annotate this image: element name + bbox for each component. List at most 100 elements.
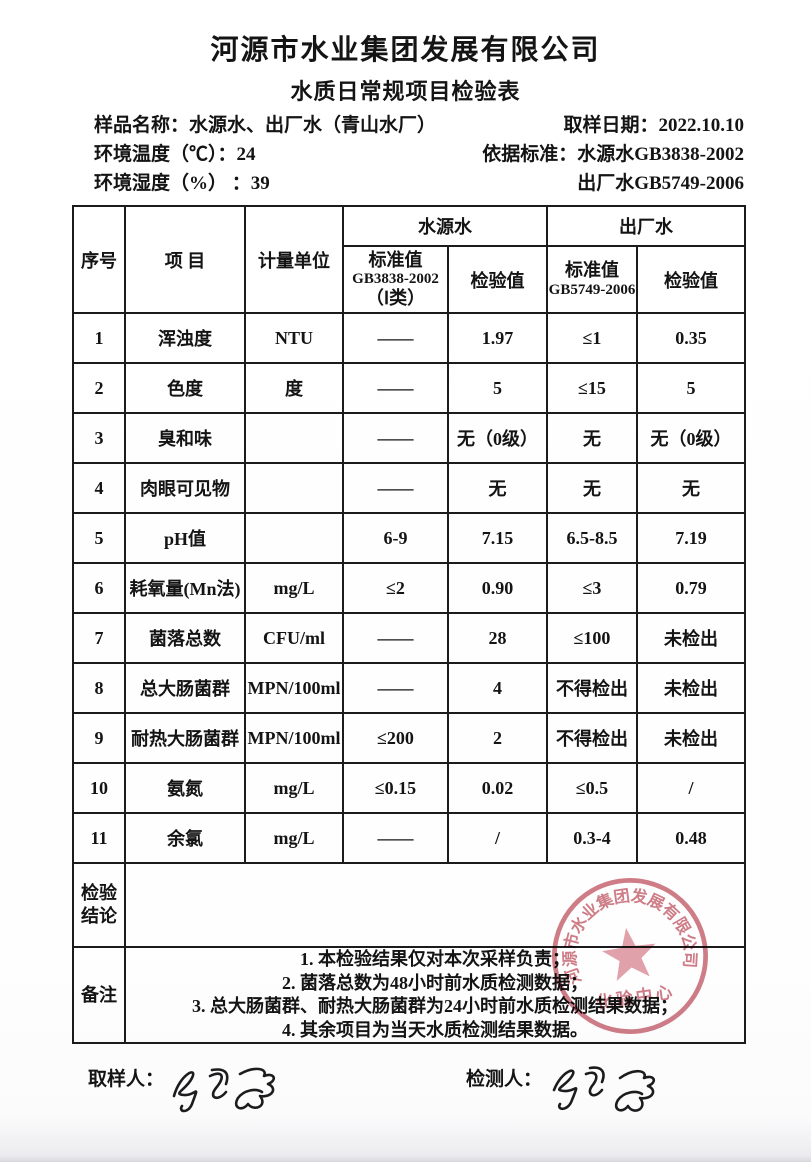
cell-src_std: —— bbox=[342, 462, 449, 515]
cell-src_val: 7.15 bbox=[447, 512, 548, 565]
table-row: 7 菌落总数 CFU/ml —— 28 ≤100 未检出 bbox=[72, 612, 746, 665]
cell-out_val: 5 bbox=[636, 362, 746, 415]
cell-unit bbox=[244, 412, 344, 465]
cell-item: pH值 bbox=[124, 512, 246, 565]
note-line: 4. 其余项目为当天水质检测结果数据。 bbox=[282, 1019, 588, 1040]
notes-row: 备注 1. 本检验结果仅对本次采样负责； 2. 菌落总数为48小时前水质检测数据；… bbox=[72, 946, 746, 1045]
cell-src_std: ≤200 bbox=[342, 712, 449, 765]
cell-src_std: —— bbox=[342, 812, 449, 865]
cell-src_std: —— bbox=[342, 612, 449, 665]
table-row: 2 色度度 —— 5 ≤15 5 bbox=[72, 362, 746, 415]
table-row: 4 肉眼可见物 —— 无无无 bbox=[72, 462, 746, 515]
cell-out_std: ≤0.5 bbox=[546, 762, 638, 815]
env-humidity-value: 39 bbox=[250, 172, 270, 194]
cell-no: 6 bbox=[72, 562, 126, 615]
cell-src_val: 1.97 bbox=[447, 312, 548, 365]
note-line: 1. 本检验结果仅对本次采样负责； bbox=[300, 949, 570, 970]
cell-src_val: 28 bbox=[447, 612, 548, 665]
cell-out_val: 未检出 bbox=[636, 662, 746, 715]
cell-no: 10 bbox=[72, 762, 126, 815]
meta-line-temp: 环境温度（℃）：24 依据标准：水源水GB3838-2002 bbox=[72, 143, 744, 167]
factory-standard-line2: GB5749-2006 bbox=[548, 281, 636, 298]
notes-content: 1. 本检验结果仅对本次采样负责； 2. 菌落总数为48小时前水质检测数据； 3. … bbox=[124, 946, 746, 1045]
env-temperature-label: 环境温度（℃）： bbox=[94, 143, 237, 165]
signature-section: 取样人： 检测人： bbox=[88, 1060, 748, 1122]
sampler-label: 取样人： bbox=[88, 1069, 165, 1091]
cell-out_std: 6.5-8.5 bbox=[546, 512, 638, 565]
cell-out_std: 0.3-4 bbox=[546, 812, 638, 865]
table-row: 3 臭和味 —— 无（0级）无无（0级） bbox=[72, 412, 746, 465]
table-row: 8 总大肠菌群 MPN/100ml —— 4 不得检出 未检出 bbox=[72, 662, 746, 715]
meta-line-humidity: 环境湿度（%） ：39 出厂水GB5749-2006 bbox=[72, 172, 744, 196]
tester-label: 检测人： bbox=[466, 1069, 543, 1091]
company-title: 河源市水业集团发展有限公司 bbox=[210, 35, 601, 66]
cell-src_std: —— bbox=[342, 362, 449, 415]
source-standard-line3: （Ⅰ类） bbox=[365, 288, 426, 309]
cell-src_std: 6-9 bbox=[342, 512, 449, 565]
conclusion-value bbox=[124, 862, 746, 949]
cell-out_std: ≤3 bbox=[546, 562, 638, 615]
table-body: 1 浑浊度 NTU —— 1.97 ≤1 0.35 2 色度度 —— 5 ≤15 5 3 臭和味 —— 无（0级… bbox=[72, 312, 746, 865]
cell-item: 臭和味 bbox=[124, 412, 246, 465]
cell-src_std: —— bbox=[342, 412, 449, 465]
cell-unit: 度 bbox=[244, 362, 344, 415]
header-factory-value: 检验值 bbox=[636, 245, 746, 315]
cell-out_val: 无（0级） bbox=[636, 412, 746, 465]
conclusion-label-text: 检验结论 bbox=[81, 882, 117, 927]
cell-unit: mg/L bbox=[244, 562, 344, 615]
tester-signature bbox=[552, 1066, 656, 1113]
sampler-signature bbox=[172, 1067, 276, 1113]
cell-no: 1 bbox=[72, 312, 126, 365]
table-row: 6 耗氧量(Mn法) mg/L ≤2 0.90 ≤3 0.79 bbox=[72, 562, 746, 615]
cell-item: 肉眼可见物 bbox=[124, 462, 246, 515]
cell-src_std: —— bbox=[342, 662, 449, 715]
source-standard-line2: GB3838-2002 bbox=[352, 271, 439, 288]
cell-src_std: ≤0.15 bbox=[342, 762, 449, 815]
cell-src_val: / bbox=[447, 812, 548, 865]
cell-no: 2 bbox=[72, 362, 126, 415]
cell-out_val: 无 bbox=[636, 462, 746, 515]
sampling-date-value: 2022.10.10 bbox=[658, 115, 745, 136]
cell-item: 总大肠菌群 bbox=[124, 662, 246, 715]
header-item: 项 目 bbox=[124, 205, 246, 315]
cell-out_std: ≤100 bbox=[546, 612, 638, 665]
cell-unit bbox=[244, 512, 344, 565]
cell-src_val: 2 bbox=[447, 712, 548, 765]
tester-block: 检测人： bbox=[466, 1060, 676, 1122]
note-line: 2. 菌落总数为48小时前水质检测数据； bbox=[282, 972, 588, 993]
cell-no: 9 bbox=[72, 712, 126, 765]
cell-out_val: 0.48 bbox=[636, 812, 746, 865]
cell-out_std: 无 bbox=[546, 412, 638, 465]
cell-unit: MPN/100ml bbox=[244, 712, 344, 765]
cell-src_val: 0.02 bbox=[447, 762, 548, 815]
cell-unit: NTU bbox=[244, 312, 344, 365]
source-standard-line1: 标准值 bbox=[368, 249, 423, 270]
conclusion-row: 检验结论 bbox=[72, 862, 746, 949]
table-row: 11 余氯 mg/L ——/0.3-4 0.48 bbox=[72, 812, 746, 865]
cell-unit: MPN/100ml bbox=[244, 662, 344, 715]
cell-item: 色度 bbox=[124, 362, 246, 415]
table-row: 10 氨氮 mg/L ≤0.15 0.02 ≤0.5/ bbox=[72, 762, 746, 815]
cell-src_val: 0.90 bbox=[447, 562, 548, 615]
sampling-date-label: 取样日期： bbox=[563, 115, 659, 136]
cell-src_val: 4 bbox=[447, 662, 548, 715]
cell-no: 7 bbox=[72, 612, 126, 665]
standard-basis-label: 依据标准： bbox=[482, 143, 578, 165]
standard-basis-source: 依据标准：水源水GB3838-2002 bbox=[482, 143, 744, 167]
header-group-factory-water: 出厂水 bbox=[546, 205, 746, 248]
sampling-date: 取样日期：2022.10.10 bbox=[563, 114, 744, 138]
notes-label: 备注 bbox=[72, 946, 126, 1045]
header-unit: 计量单位 bbox=[244, 205, 344, 315]
cell-no: 11 bbox=[72, 812, 126, 865]
cell-out_std: ≤1 bbox=[546, 312, 638, 365]
cell-unit bbox=[244, 462, 344, 515]
cell-out_std: 不得检出 bbox=[546, 662, 638, 715]
cell-out_val: 未检出 bbox=[636, 712, 746, 765]
cell-item: 浑浊度 bbox=[124, 312, 246, 365]
cell-no: 4 bbox=[72, 462, 126, 515]
conclusion-label: 检验结论 bbox=[72, 862, 126, 949]
cell-out_std: 不得检出 bbox=[546, 712, 638, 765]
cell-no: 5 bbox=[72, 512, 126, 565]
cell-item: 余氯 bbox=[124, 812, 246, 865]
